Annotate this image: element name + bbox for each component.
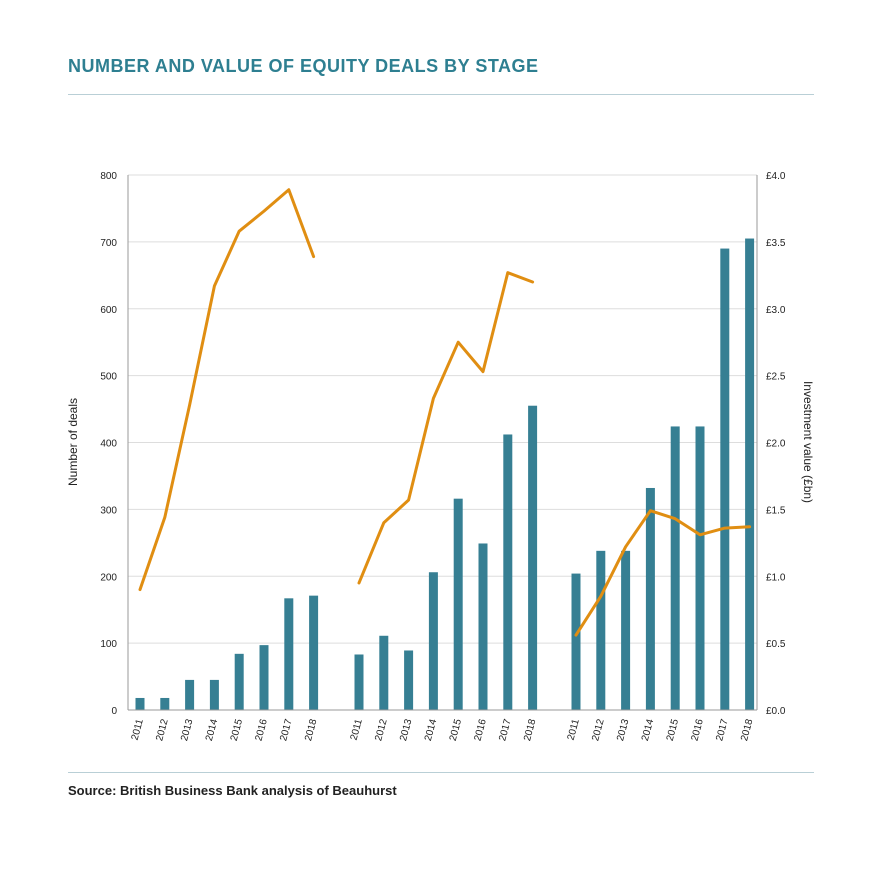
x-tick-label: 2015 xyxy=(448,718,464,743)
source-divider xyxy=(68,772,814,773)
bar xyxy=(745,238,755,710)
x-tick-label: 2018 xyxy=(303,718,319,743)
y2-tick-label: £0.0 xyxy=(766,706,786,717)
x-tick-label: 2014 xyxy=(640,718,656,743)
bar xyxy=(453,498,463,710)
y-tick-label: 800 xyxy=(100,171,117,182)
y2-tick-label: £3.0 xyxy=(766,305,786,316)
bar xyxy=(209,679,219,710)
x-tick-label: 2011 xyxy=(349,718,365,742)
x-tick-label: 2014 xyxy=(423,718,439,743)
y2-tick-label: £1.5 xyxy=(766,505,786,516)
bar xyxy=(379,635,389,710)
y-axis-label: Number of deals xyxy=(66,398,80,486)
bar xyxy=(695,426,705,710)
bar xyxy=(284,598,294,710)
bar xyxy=(621,550,631,710)
x-tick-label: 2018 xyxy=(522,718,538,743)
value-line xyxy=(138,188,316,592)
bar-series xyxy=(135,238,755,710)
x-tick-label: 2011 xyxy=(130,718,146,742)
y-tick-label: 200 xyxy=(100,572,117,583)
y2-tick-label: £2.5 xyxy=(766,372,786,383)
bar xyxy=(185,679,195,710)
x-tick-label: 2013 xyxy=(615,718,631,743)
bar xyxy=(645,487,655,710)
line-series xyxy=(138,188,752,637)
y-tick-label: 300 xyxy=(100,505,117,516)
y-tick-label: 0 xyxy=(111,706,117,717)
bar xyxy=(528,405,538,710)
y-tick-label: 100 xyxy=(100,639,117,650)
x-tick-label: 2016 xyxy=(254,718,270,743)
x-tick-label: 2014 xyxy=(204,718,220,743)
y-tick-label: 400 xyxy=(100,439,117,450)
chart-title: NUMBER AND VALUE OF EQUITY DEALS BY STAG… xyxy=(68,56,539,76)
y2-tick-label: £0.5 xyxy=(766,639,786,650)
gridlines xyxy=(128,174,757,711)
bar xyxy=(135,697,145,710)
bar xyxy=(720,248,730,710)
bar xyxy=(478,543,488,710)
y2-tick-label: £2.0 xyxy=(766,439,786,450)
x-tick-label: 2013 xyxy=(398,718,414,743)
y2-tick-label: £1.0 xyxy=(766,572,786,583)
x-axis-ticks: 2011 2012 2013 2014 2015 2016 2017 2018 2011 2012… xyxy=(130,718,756,743)
y-tick-label: 600 xyxy=(100,305,117,316)
right-axis-ticks: £0.0 £0.5 £1.0 £1.5 £2.0 £2.5 £3.0 £3.5 £4.0 xyxy=(766,171,786,717)
x-tick-label: 2018 xyxy=(739,718,755,743)
x-tick-label: 2015 xyxy=(665,718,681,743)
x-tick-label: 2017 xyxy=(714,718,730,743)
x-tick-label: 2013 xyxy=(179,718,195,743)
y2-axis-label: Investment value (£bn) xyxy=(801,381,815,503)
x-tick-label: 2011 xyxy=(566,718,582,742)
bar xyxy=(160,697,170,710)
x-tick-label: 2016 xyxy=(473,718,489,743)
y2-tick-label: £3.5 xyxy=(766,238,786,249)
x-tick-label: 2016 xyxy=(690,718,706,743)
x-tick-label: 2017 xyxy=(497,718,513,743)
bar xyxy=(404,650,414,710)
x-tick-label: 2012 xyxy=(590,718,606,743)
bar xyxy=(596,550,606,710)
x-tick-label: 2015 xyxy=(229,718,245,743)
title-divider xyxy=(68,94,814,95)
bar xyxy=(354,654,364,710)
bar xyxy=(428,572,438,710)
y2-tick-label: £4.0 xyxy=(766,171,786,182)
bar xyxy=(259,645,269,710)
bar xyxy=(670,426,680,710)
source-note: Source: British Business Bank analysis o… xyxy=(68,783,397,798)
value-line xyxy=(574,509,752,637)
x-tick-label: 2012 xyxy=(373,718,389,743)
y-tick-label: 700 xyxy=(100,238,117,249)
value-line xyxy=(357,271,535,585)
y-tick-label: 500 xyxy=(100,372,117,383)
left-axis-ticks: 0 100 200 300 400 500 600 700 800 xyxy=(100,171,117,717)
bar xyxy=(309,595,319,710)
bar xyxy=(571,573,581,710)
bar xyxy=(503,434,513,710)
axes xyxy=(127,175,758,711)
x-tick-label: 2017 xyxy=(278,718,294,743)
x-tick-label: 2012 xyxy=(154,718,170,743)
bar xyxy=(234,653,244,710)
